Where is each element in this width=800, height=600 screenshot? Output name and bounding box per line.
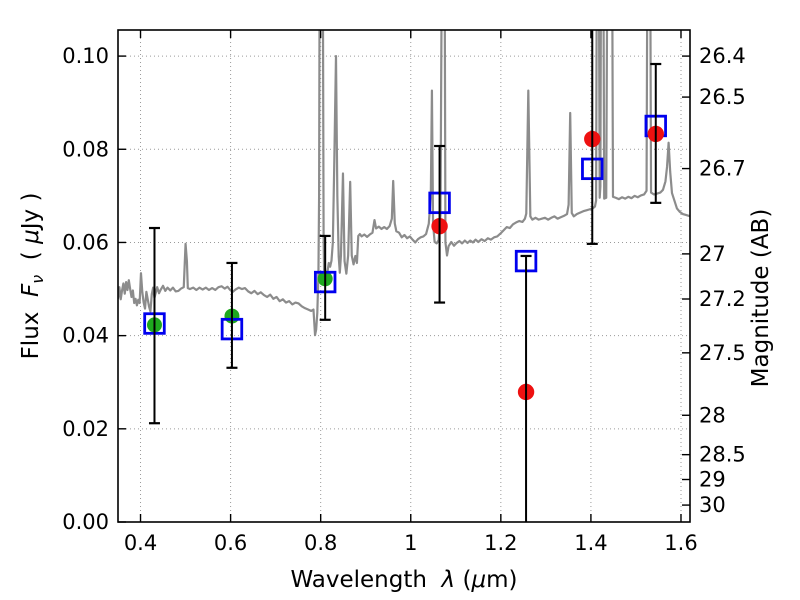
y-tick-label-right: 26.4 <box>699 44 746 68</box>
x-tick-label: 0.6 <box>214 531 247 555</box>
y-tick-labels-left: 0.00 0.02 0.04 0.06 0.08 0.10 <box>62 44 109 534</box>
y-tick-label-left: 0.10 <box>62 44 109 68</box>
y-tick-label-right: 26.5 <box>699 85 746 109</box>
y-tick-label-left: 0.04 <box>62 324 109 348</box>
y-axis-label-right: Magnitude (AB) <box>748 209 774 388</box>
x-tick-label: 0.8 <box>304 531 337 555</box>
y-tick-label-right: 27 <box>699 242 726 266</box>
y-tick-label-left: 0.02 <box>62 417 109 441</box>
y-tick-label-right: 26.7 <box>699 157 746 181</box>
green-circle-markers <box>146 271 333 333</box>
x-tick-label: 0.4 <box>124 531 157 555</box>
y-tick-label-left: 0.08 <box>62 137 109 161</box>
y-tick-label-left: 0.06 <box>62 230 109 254</box>
grid-lines <box>118 30 690 522</box>
y-tick-label-right: 27.2 <box>699 287 746 311</box>
model-spectrum-line <box>118 30 690 337</box>
axis-ticks <box>118 30 690 523</box>
y-tick-label-right: 28 <box>699 403 726 427</box>
spectrum-path <box>118 30 690 337</box>
x-tick-labels: 0.4 0.6 0.8 1 1.2 1.4 1.6 <box>124 531 698 555</box>
y-tick-label-right: 30 <box>699 493 726 517</box>
y-axis-label-left: Flux Fν ( μJy ) <box>18 193 47 360</box>
x-tick-label: 1.2 <box>484 531 517 555</box>
y-tick-label-left: 0.00 <box>62 510 109 534</box>
axes-frame <box>117 29 691 523</box>
x-tick-label: 1.4 <box>574 531 607 555</box>
x-tick-label: 1.6 <box>664 531 697 555</box>
error-bars <box>148 30 662 522</box>
y-tick-label-right: 27.5 <box>699 341 746 365</box>
x-axis-label: Wavelength λ (μm) <box>290 567 517 593</box>
x-tick-label: 1 <box>404 531 417 555</box>
y-tick-label-right: 28.5 <box>699 443 746 467</box>
plot-frame <box>117 29 691 523</box>
red-circle-markers <box>431 125 664 401</box>
y-tick-label-right: 29 <box>699 468 726 492</box>
